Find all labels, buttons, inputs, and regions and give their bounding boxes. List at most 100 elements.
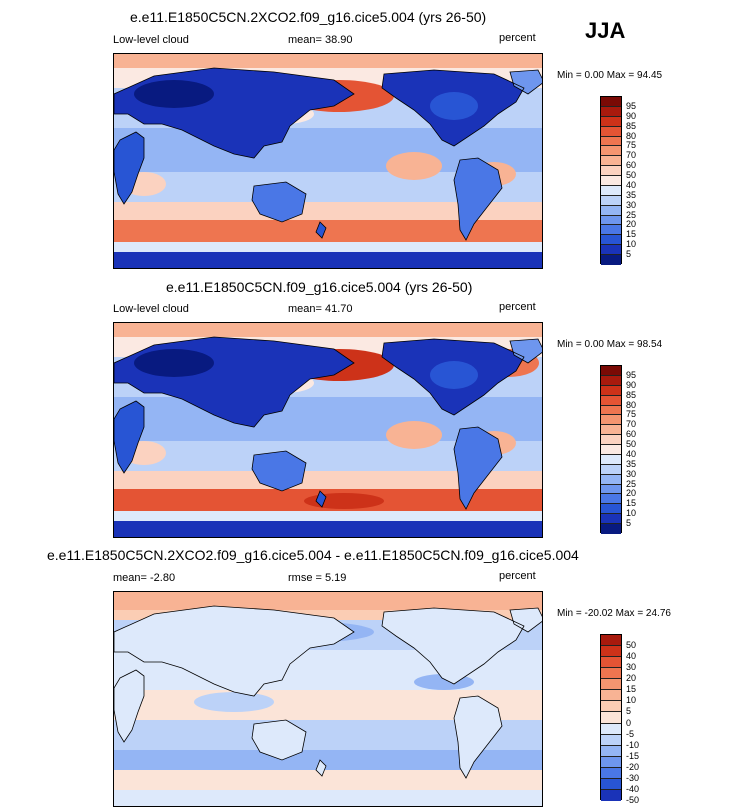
colorbar-tick-label: 60 <box>626 160 637 171</box>
colorbar-tick-label: 90 <box>626 110 637 121</box>
colorbar-segment <box>601 215 621 226</box>
cloud-field-map <box>114 323 542 537</box>
panel-3-map <box>113 591 543 807</box>
colorbar-segment <box>601 690 621 702</box>
colorbar-tick-label: 75 <box>626 140 637 151</box>
colorbar-segment <box>601 474 621 485</box>
colorbar-segment <box>601 195 621 206</box>
colorbar-tick-label: 10 <box>626 695 637 706</box>
colorbar-tick-label: 80 <box>626 130 637 141</box>
colorbar-segment <box>601 504 621 515</box>
colorbar-segment <box>601 635 621 647</box>
panel-2-map <box>113 322 543 538</box>
colorbar-segment <box>601 126 621 137</box>
colorbar-tick-label: 10 <box>626 508 637 519</box>
panel-3-minmax: Min = -20.02 Max = 24.76 <box>557 608 671 619</box>
colorbar-tick-label: 20 <box>626 673 637 684</box>
colorbar-tick-label: 85 <box>626 120 637 131</box>
colorbar-tick-label: 50 <box>626 640 637 651</box>
colorbar-segment <box>601 524 621 534</box>
colorbar-tick-label: 80 <box>626 399 637 410</box>
colorbar-segment <box>601 235 621 246</box>
panel-2-variable-label: Low-level cloud <box>113 303 189 315</box>
panel-1-map <box>113 53 543 269</box>
colorbar-segment <box>601 415 621 426</box>
colorbar-segment <box>601 668 621 680</box>
colorbar-tick-label: 20 <box>626 488 637 499</box>
colorbar-tick-label: -30 <box>626 772 640 783</box>
panel-3-mean-label: mean= -2.80 <box>113 572 176 584</box>
panel-1-title: e.e11.E1850C5CN.2XCO2.f09_g16.cice5.004 … <box>130 9 487 25</box>
colorbar-segment <box>601 375 621 386</box>
colorbar-segment <box>601 255 621 265</box>
colorbar-tick-label: 25 <box>626 209 637 220</box>
colorbar-segment <box>601 723 621 735</box>
colorbar-tick-label: 35 <box>626 189 637 200</box>
colorbar-segment <box>601 156 621 167</box>
colorbar-segment <box>601 395 621 406</box>
colorbar-tick-label: 15 <box>626 684 637 695</box>
difference-field-map <box>114 592 542 806</box>
panel-3-rmse-label: rmse = 5.19 <box>288 572 347 584</box>
colorbar-tick-label: 15 <box>626 498 637 509</box>
colorbar-segment <box>601 734 621 746</box>
colorbar-segment <box>601 385 621 396</box>
colorbar-segment <box>601 205 621 216</box>
colorbar-segment <box>601 789 621 801</box>
colorbar-tick-label: 75 <box>626 409 637 420</box>
colorbar-segment <box>601 745 621 757</box>
colorbar-tick-label: 95 <box>626 369 637 380</box>
colorbar-tick-label: 20 <box>626 219 637 230</box>
panel-3-units-label: percent <box>499 570 536 582</box>
colorbar-segment <box>601 712 621 724</box>
colorbar-segment <box>601 106 621 117</box>
colorbar-tick-label: 40 <box>626 448 637 459</box>
colorbar-segment <box>601 245 621 255</box>
colorbar-segment <box>601 657 621 669</box>
cloud-field-map <box>114 54 542 268</box>
colorbar-tick-label: 5 <box>626 518 632 529</box>
panel-1-colorbar <box>600 96 622 265</box>
colorbar-tick-label: -15 <box>626 750 640 761</box>
colorbar-tick-label: 95 <box>626 100 637 111</box>
colorbar-tick-label: 30 <box>626 468 637 479</box>
colorbar-segment <box>601 185 621 196</box>
colorbar-tick-label: 10 <box>626 239 637 250</box>
colorbar-segment <box>601 405 621 416</box>
colorbar-tick-label: 40 <box>626 179 637 190</box>
colorbar-segment <box>601 435 621 445</box>
colorbar-segment <box>601 166 621 176</box>
season-label: JJA <box>585 18 626 43</box>
colorbar-tick-label: 30 <box>626 662 637 673</box>
colorbar-tick-label: 15 <box>626 229 637 240</box>
colorbar-segment <box>601 146 621 157</box>
colorbar-tick-label: 60 <box>626 429 637 440</box>
colorbar-tick-label: 40 <box>626 651 637 662</box>
colorbar-tick-label: 35 <box>626 458 637 469</box>
panel-2-title: e.e11.E1850C5CN.f09_g16.cice5.004 (yrs 2… <box>166 279 473 295</box>
colorbar-segment <box>601 494 621 505</box>
panel-2-colorbar <box>600 365 622 534</box>
colorbar-segment <box>601 778 621 790</box>
colorbar-tick-label: -20 <box>626 761 640 772</box>
colorbar-tick-label: 5 <box>626 249 632 260</box>
colorbar-segment <box>601 116 621 127</box>
colorbar-tick-label: 30 <box>626 199 637 210</box>
colorbar-tick-label: 25 <box>626 478 637 489</box>
colorbar-segment <box>601 679 621 691</box>
colorbar-segment <box>601 366 621 376</box>
panel-1-mean-label: mean= 38.90 <box>288 34 353 46</box>
colorbar-tick-label: 0 <box>626 717 632 728</box>
colorbar-tick-label: 70 <box>626 419 637 430</box>
colorbar-segment <box>601 484 621 495</box>
colorbar-segment <box>601 425 621 436</box>
colorbar-segment <box>601 514 621 524</box>
colorbar-segment <box>601 646 621 658</box>
colorbar-segment <box>601 136 621 147</box>
colorbar-tick-label: 50 <box>626 439 637 450</box>
colorbar-tick-label: 50 <box>626 170 637 181</box>
colorbar-segment <box>601 97 621 107</box>
panel-3-title: e.e11.E1850C5CN.2XCO2.f09_g16.cice5.004 … <box>47 547 579 563</box>
panel-2-mean-label: mean= 41.70 <box>288 303 353 315</box>
colorbar-tick-label: -5 <box>626 728 635 739</box>
